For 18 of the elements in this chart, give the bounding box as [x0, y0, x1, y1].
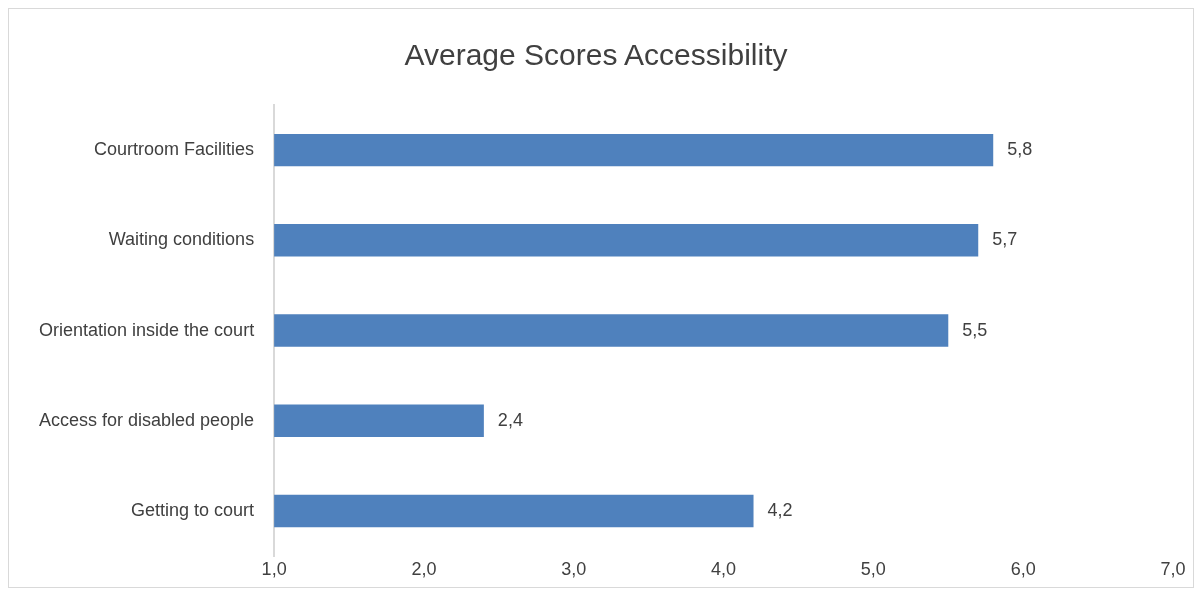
data-label: 5,5 — [962, 319, 988, 340]
data-label: 5,8 — [1007, 139, 1033, 160]
y-tick-label: Getting to court — [131, 500, 255, 521]
x-tick-label: 1,0 — [261, 558, 287, 579]
y-tick-label: Access for disabled people — [38, 409, 255, 430]
data-label: 5,7 — [992, 229, 1018, 250]
x-tick-label: 2,0 — [411, 558, 437, 579]
x-tick-label: 6,0 — [1010, 558, 1036, 579]
y-tick-label: Courtroom Facilities — [94, 139, 255, 160]
data-label: 4,2 — [767, 500, 793, 521]
y-tick-label: Orientation inside the court — [39, 319, 255, 340]
x-tick-label: 7,0 — [1160, 558, 1186, 579]
y-tick-label: Waiting conditions — [108, 229, 255, 250]
chart-title: Average Scores Accessibility — [404, 38, 788, 72]
x-tick-label: 4,0 — [711, 558, 737, 579]
x-tick-label: 3,0 — [561, 558, 587, 579]
data-label: 2,4 — [497, 409, 523, 430]
x-tick-label: 5,0 — [860, 558, 886, 579]
